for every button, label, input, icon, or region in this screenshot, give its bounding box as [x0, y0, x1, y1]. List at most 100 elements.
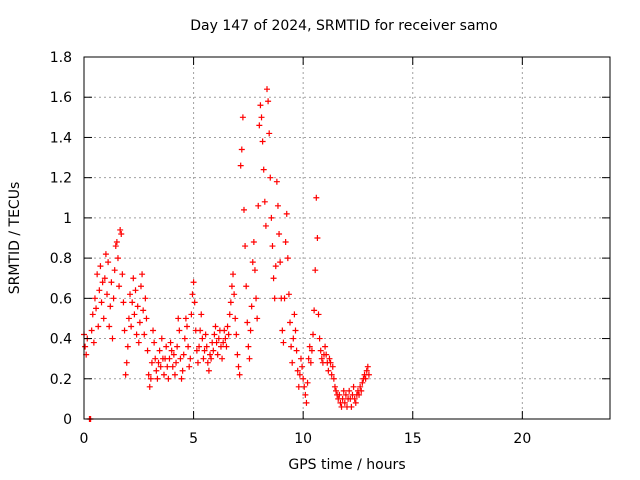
- data-point: [249, 259, 256, 266]
- data-point: [316, 335, 323, 342]
- data-point: [123, 359, 130, 366]
- data-point: [328, 371, 335, 378]
- data-point: [253, 295, 260, 302]
- data-point: [104, 291, 111, 298]
- data-point: [158, 335, 165, 342]
- data-point: [235, 363, 242, 370]
- data-point: [266, 130, 273, 137]
- data-point: [116, 283, 123, 290]
- data-point: [314, 235, 321, 241]
- y-tick-label: 1.4: [50, 130, 72, 146]
- data-point: [352, 399, 359, 406]
- data-point: [358, 387, 365, 394]
- data-point: [170, 351, 177, 358]
- data-point: [106, 323, 113, 330]
- data-point: [331, 383, 338, 390]
- data-point: [201, 347, 208, 354]
- data-point: [203, 343, 210, 350]
- y-tick-label: 0.4: [50, 332, 72, 348]
- data-point: [258, 114, 265, 121]
- data-point: [225, 331, 232, 338]
- data-point: [220, 339, 227, 346]
- data-point: [114, 255, 121, 262]
- data-point: [277, 259, 284, 266]
- data-point: [168, 347, 175, 354]
- data-point: [281, 295, 288, 302]
- y-tick-label: 1.8: [50, 50, 72, 66]
- data-point: [119, 271, 126, 278]
- data-point: [102, 251, 109, 258]
- data-point: [130, 275, 137, 282]
- plot-frame: [83, 56, 611, 420]
- data-point: [327, 359, 334, 366]
- data-point: [282, 239, 289, 246]
- data-point: [117, 226, 124, 233]
- data-point: [250, 239, 257, 246]
- data-point: [287, 319, 294, 326]
- x-tick-label: 10: [294, 431, 312, 447]
- data-point: [137, 283, 144, 290]
- data-point: [97, 263, 104, 270]
- data-point: [163, 343, 170, 350]
- data-point: [153, 367, 160, 374]
- data-point: [128, 323, 135, 330]
- data-point: [243, 283, 250, 290]
- data-point: [267, 174, 274, 181]
- data-point: [132, 287, 139, 294]
- data-point: [152, 355, 159, 362]
- data-point: [205, 367, 212, 374]
- data-point: [141, 331, 148, 338]
- data-point: [323, 351, 330, 358]
- data-point: [300, 375, 307, 382]
- data-point: [200, 355, 207, 362]
- data-point: [207, 351, 214, 358]
- x-tick-label: 5: [189, 431, 198, 447]
- x-tick-label: 15: [404, 431, 422, 447]
- data-point: [290, 335, 297, 342]
- data-point: [357, 383, 364, 390]
- data-point: [257, 102, 264, 109]
- data-point: [339, 395, 346, 402]
- data-point: [95, 323, 102, 330]
- data-point: [181, 335, 188, 342]
- data-point: [317, 347, 324, 354]
- data-point: [111, 267, 118, 274]
- data-point: [167, 339, 174, 346]
- data-point: [340, 387, 347, 394]
- data-point: [155, 359, 162, 366]
- data-point: [233, 331, 240, 338]
- data-point: [364, 363, 371, 370]
- data-point: [110, 295, 117, 302]
- data-point: [175, 315, 182, 322]
- data-point: [294, 367, 301, 374]
- data-point: [169, 363, 176, 370]
- data-point: [226, 311, 233, 318]
- data-point: [315, 311, 322, 318]
- data-point: [304, 379, 311, 386]
- data-point: [140, 307, 147, 314]
- data-point: [185, 343, 192, 350]
- data-point: [230, 271, 237, 278]
- data-point: [222, 335, 229, 342]
- data-point: [271, 295, 278, 302]
- data-point: [288, 343, 295, 350]
- data-point: [244, 319, 251, 326]
- data-point: [151, 339, 158, 346]
- data-point: [240, 206, 247, 213]
- data-point: [213, 339, 220, 346]
- data-point: [305, 355, 312, 362]
- data-point: [98, 299, 105, 306]
- data-point: [326, 355, 333, 362]
- data-point: [148, 359, 155, 366]
- data-point: [342, 391, 349, 398]
- data-point: [237, 162, 244, 169]
- data-point: [341, 399, 348, 406]
- data-point: [125, 315, 132, 322]
- data-point: [193, 347, 200, 354]
- data-point: [318, 355, 325, 362]
- y-tick-label: 1.6: [50, 90, 72, 106]
- data-point: [276, 230, 283, 237]
- data-point: [228, 283, 235, 290]
- axis-ticks: 0 0.2 0.4 0.6 0.8 1 1.2 1.4 1.6 1.8 0 5 10 15 20: [50, 50, 610, 447]
